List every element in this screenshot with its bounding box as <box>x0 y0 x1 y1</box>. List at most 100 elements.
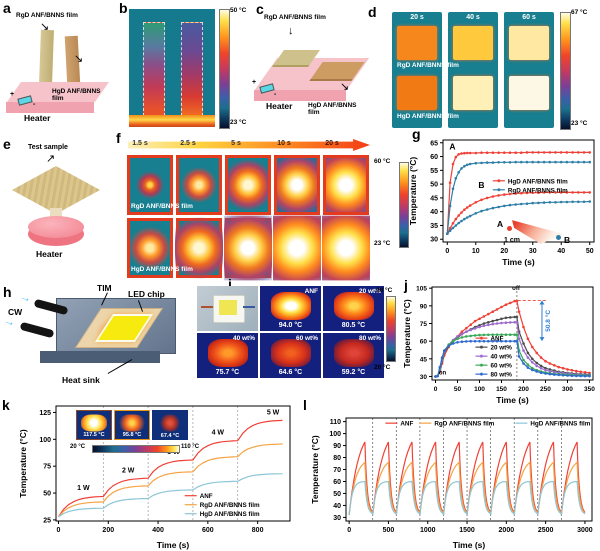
time-label: 2.5 s <box>180 140 196 147</box>
rgd-row-label-d: RgD ANF/BNNS film <box>397 62 459 69</box>
inset-point-b-label: B <box>564 235 571 245</box>
hgd-row-label-f: HgD ANF/BNNS film <box>131 266 193 273</box>
arrow-down-right-icon: ↘ <box>40 21 50 33</box>
hgd-film-label-a: HgD ANF/BNNS film <box>52 88 101 103</box>
svg-text:0: 0 <box>347 527 351 534</box>
svg-text:90: 90 <box>333 443 341 450</box>
svg-text:Time (s): Time (s) <box>496 395 529 405</box>
svg-text:60: 60 <box>420 339 428 346</box>
cell-tag: 40 wt% <box>232 335 255 342</box>
hot-spot <box>179 158 219 212</box>
cell-temp: 64.6 °C <box>278 369 303 376</box>
svg-text:30: 30 <box>333 515 341 522</box>
panel-g-label: g <box>412 126 421 142</box>
thermal-column-40s: 40 s <box>448 12 498 128</box>
svg-text:200: 200 <box>102 527 114 534</box>
svg-text:80: 80 <box>333 455 341 462</box>
thermal-cell-anf: ANF 94.0 °C <box>260 286 321 331</box>
thermal-cell <box>322 215 370 281</box>
heater-base-top <box>28 216 84 238</box>
hgd-film-label-c: HgD ANF/BNNS film <box>308 102 357 117</box>
svg-text:50: 50 <box>333 491 341 498</box>
time-label: 20 s <box>325 140 339 147</box>
svg-text:0: 0 <box>434 386 438 393</box>
hot-spot <box>333 291 374 320</box>
cell-tag: 60 wt% <box>295 335 318 342</box>
svg-text:A: A <box>449 142 455 152</box>
panel-i-label: i <box>228 276 232 292</box>
svg-text:50: 50 <box>586 248 594 255</box>
svg-text:45: 45 <box>420 356 428 363</box>
heater-hot-band <box>129 115 215 127</box>
test-sample-plate <box>12 166 100 214</box>
cell-tag: 80 wt% <box>358 335 381 342</box>
svg-text:Time (s): Time (s) <box>502 257 535 267</box>
time-label: 1.5 s <box>132 140 148 147</box>
chart-j: 50.8 °C 0 50 100 150 200 250 300 350 30 45 60 75 90 10… <box>402 286 595 405</box>
hgd-square <box>453 76 493 110</box>
panel-k-label: k <box>2 397 10 413</box>
rgd-square <box>453 26 493 60</box>
svg-text:300: 300 <box>562 386 573 393</box>
thermal-cell <box>323 155 369 215</box>
hot-spot <box>224 215 272 281</box>
rgd-film-a <box>39 29 54 85</box>
svg-text:Time (s): Time (s) <box>453 540 486 550</box>
svg-text:RgD ANF/BNNS film: RgD ANF/BNNS film <box>434 421 494 428</box>
svg-text:30: 30 <box>420 374 428 381</box>
svg-text:RgD ANF/BNNS film: RgD ANF/BNNS film <box>508 187 568 194</box>
svg-text:60 wt%: 60 wt% <box>490 363 512 370</box>
hot-spot <box>277 158 317 212</box>
inset-thermal-cell: 67.4 °C <box>152 410 188 440</box>
inset-temp: 117.5 °C <box>83 432 105 438</box>
svg-text:90: 90 <box>420 303 428 310</box>
svg-text:Temperature (°C): Temperature (°C) <box>408 157 418 226</box>
svg-text:80 wt%: 80 wt% <box>490 372 512 379</box>
panel-j-label: j <box>404 277 408 293</box>
minus-sign: - <box>33 101 36 108</box>
cell-tag: ANF <box>304 288 318 295</box>
svg-text:3000: 3000 <box>577 527 593 534</box>
svg-text:ANF: ANF <box>400 421 413 428</box>
svg-text:70: 70 <box>333 467 341 474</box>
svg-text:5 W: 5 W <box>267 410 280 417</box>
svg-text:B: B <box>478 180 484 190</box>
led-chip-label: LED chip <box>128 289 165 299</box>
colorbar-b-max: 50 °C <box>230 7 247 14</box>
svg-text:250: 250 <box>540 386 551 393</box>
inset-temp: 95.8 °C <box>122 432 142 438</box>
panel-e-label: e <box>3 136 11 152</box>
svg-text:40: 40 <box>557 248 565 255</box>
cw-label: CW <box>8 307 23 317</box>
water-pipe <box>19 321 55 339</box>
flow-arrow-icon: → <box>18 290 33 306</box>
led-photo-cell <box>197 286 258 331</box>
time-label: 60 s <box>522 14 536 21</box>
film-strip-right <box>181 22 203 116</box>
cell-temp: 59.2 °C <box>341 369 366 376</box>
svg-text:10: 10 <box>472 248 480 255</box>
thermal-cell <box>225 155 271 215</box>
svg-text:1000: 1000 <box>420 527 436 534</box>
time-label: 10 s <box>277 140 291 147</box>
heater-slab-front-c <box>254 90 346 101</box>
time-arrow-banner <box>128 139 370 151</box>
chart-g: 0 10 20 30 40 50 30 35 40 45 50 55 60 65 Time (s) Tempe… <box>408 139 595 267</box>
svg-text:ANF: ANF <box>200 493 213 500</box>
svg-text:100: 100 <box>329 431 341 438</box>
hot-spot <box>119 414 145 432</box>
svg-text:4 W: 4 W <box>212 429 225 436</box>
hot-spot <box>270 291 311 320</box>
heater-slab-front <box>6 102 94 113</box>
time-label: 20 s <box>410 14 424 21</box>
thermal-cell <box>224 215 272 281</box>
svg-text:50: 50 <box>454 386 462 393</box>
thermal-image-b <box>129 9 215 127</box>
chart-k: 0 200 400 600 800 25 50 75 100 125 Time (s) Tempera… <box>18 405 291 550</box>
rgd-film-label-c: RgD ANF/BNNS film <box>264 14 326 21</box>
panel-h-label: h <box>3 284 12 300</box>
inset-thermal-cell: 95.8 °C <box>114 410 150 440</box>
heater-label-e: Heater <box>36 249 63 259</box>
led-wire <box>243 306 255 308</box>
minus-sign: - <box>274 91 277 98</box>
